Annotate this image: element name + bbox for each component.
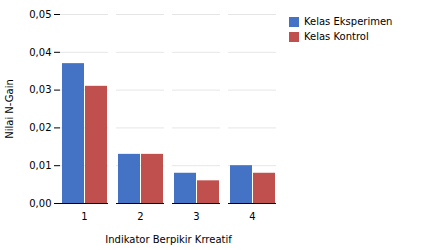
svg-text:0,04: 0,04 [29,47,51,58]
svg-text:2: 2 [137,211,143,222]
svg-text:3: 3 [193,211,199,222]
html-text:Kelas Eksperimen: Kelas Eksperimen [304,16,393,27]
svg-text:4: 4 [249,211,255,222]
svg-text:0,05: 0,05 [29,9,51,20]
svg-text:0,01: 0,01 [29,160,51,171]
svg-text:1: 1 [81,211,87,222]
html-text:Kelas Kontrol: Kelas Kontrol [304,31,369,42]
svg-text:Indikator Berpikir Krreatif: Indikator Berpikir Krreatif [105,234,232,245]
svg-text:Nilai N-Gain: Nilai N-Gain [4,79,15,139]
svg-text:0,03: 0,03 [29,84,51,95]
svg-text:0,00: 0,00 [29,198,51,209]
svg-text:0,02: 0,02 [29,122,51,133]
